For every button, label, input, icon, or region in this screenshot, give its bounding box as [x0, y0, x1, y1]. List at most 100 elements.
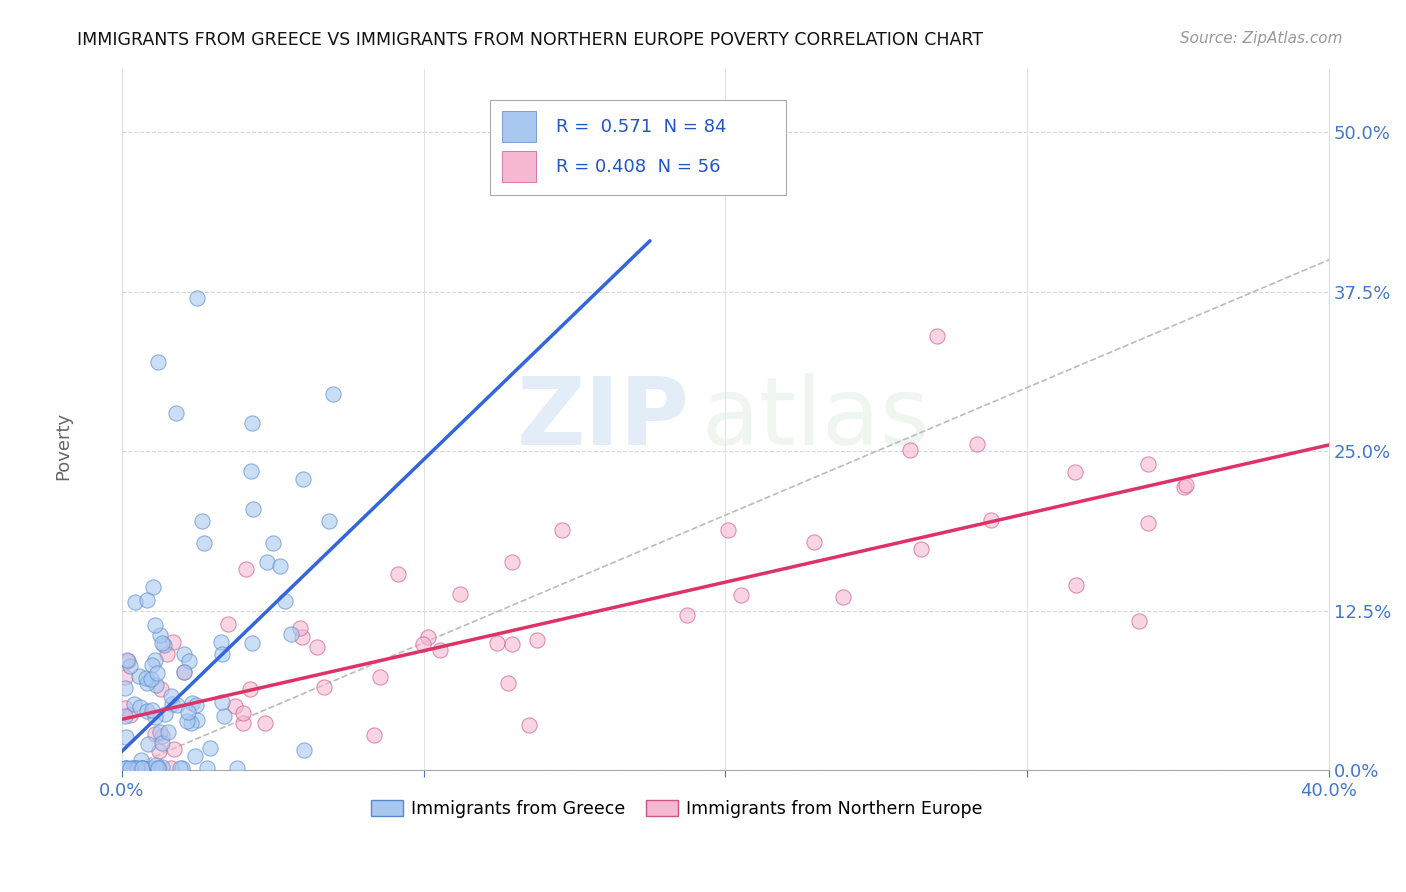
Point — [209, 634, 232, 648]
Point — [124, 761, 146, 775]
FancyBboxPatch shape — [491, 100, 786, 194]
Text: Poverty: Poverty — [55, 412, 72, 480]
Point — [141, 703, 163, 717]
Point — [145, 710, 167, 724]
Point — [118, 761, 141, 775]
Point — [925, 329, 948, 343]
Point — [172, 761, 194, 775]
Text: R =  0.571  N = 84: R = 0.571 N = 84 — [557, 118, 727, 136]
Point — [149, 628, 172, 642]
Point — [160, 697, 183, 711]
Point — [136, 676, 159, 690]
Point — [145, 666, 167, 681]
Point — [141, 673, 163, 687]
Point — [131, 761, 153, 775]
Point — [1173, 480, 1195, 494]
Point — [124, 595, 146, 609]
Point — [165, 406, 187, 420]
Point — [169, 761, 191, 775]
Point — [450, 587, 472, 601]
Point — [200, 741, 222, 756]
Point — [152, 760, 174, 774]
Point — [322, 387, 344, 401]
Point — [239, 681, 262, 696]
Point — [149, 682, 172, 697]
Point — [139, 761, 162, 775]
Point — [1064, 578, 1087, 592]
Point — [318, 514, 340, 528]
Point — [551, 523, 574, 537]
Point — [114, 761, 136, 775]
Point — [150, 635, 173, 649]
Point — [131, 761, 153, 775]
Point — [190, 514, 212, 528]
Point — [716, 523, 738, 537]
Point — [803, 535, 825, 549]
Point — [153, 638, 176, 652]
Point — [145, 678, 167, 692]
Point — [186, 714, 208, 728]
Point — [128, 669, 150, 683]
Point — [131, 761, 153, 775]
Point — [173, 665, 195, 680]
FancyBboxPatch shape — [502, 111, 536, 142]
Point — [184, 748, 207, 763]
Point — [162, 635, 184, 649]
Point — [1175, 478, 1198, 492]
Point — [232, 706, 254, 720]
Point — [136, 737, 159, 751]
Point — [125, 761, 148, 775]
Point — [363, 728, 385, 742]
Point — [412, 637, 434, 651]
Point — [124, 697, 146, 711]
Point — [145, 761, 167, 775]
Point — [292, 742, 315, 756]
FancyBboxPatch shape — [502, 151, 536, 182]
Point — [118, 707, 141, 722]
Point — [148, 744, 170, 758]
Point — [980, 513, 1002, 527]
Point — [142, 580, 165, 594]
Point — [179, 654, 201, 668]
Point — [117, 654, 139, 668]
Point — [262, 536, 284, 550]
Point — [159, 689, 181, 703]
Point — [146, 761, 169, 775]
Point — [114, 681, 136, 695]
Point — [173, 648, 195, 662]
Point — [195, 761, 218, 775]
Point — [193, 536, 215, 550]
Point — [148, 761, 170, 775]
Point — [115, 761, 138, 775]
Point — [135, 671, 157, 685]
Point — [114, 701, 136, 715]
Point — [150, 736, 173, 750]
Point — [184, 698, 207, 712]
Point — [1128, 615, 1150, 629]
Point — [291, 630, 314, 644]
Point — [526, 633, 548, 648]
Point — [125, 761, 148, 775]
Point — [498, 676, 520, 690]
Point — [145, 757, 167, 772]
Point — [966, 437, 988, 451]
Point — [214, 708, 236, 723]
Point — [368, 670, 391, 684]
Point — [1064, 465, 1087, 479]
Point — [128, 700, 150, 714]
Point — [501, 637, 523, 651]
Point — [166, 698, 188, 713]
Point — [186, 291, 208, 305]
Point — [225, 761, 247, 775]
Point — [211, 695, 233, 709]
Point — [217, 617, 239, 632]
Text: Source: ZipAtlas.com: Source: ZipAtlas.com — [1180, 31, 1343, 46]
Point — [517, 718, 540, 732]
Text: ZIP: ZIP — [516, 374, 689, 466]
Point — [235, 562, 257, 576]
Point — [118, 659, 141, 673]
Point — [180, 696, 202, 710]
Point — [148, 355, 170, 369]
Point — [910, 542, 932, 557]
Point — [155, 707, 177, 722]
